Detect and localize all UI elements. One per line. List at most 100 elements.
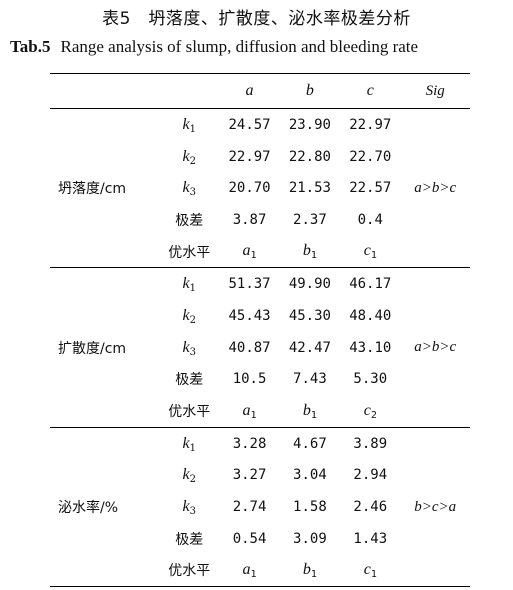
stat-label-cell: k3: [159, 332, 219, 364]
value-cell: 40.87: [228, 339, 271, 356]
symbol-subscript: 2: [370, 409, 377, 421]
symbol-subscript: 3: [189, 187, 196, 199]
value-cell: 51.37: [228, 276, 271, 293]
metric-cell: [50, 141, 159, 173]
value-cell: b1: [279, 395, 341, 428]
metric-cell: [50, 395, 160, 428]
symbol-base: a: [242, 401, 251, 419]
symbol-subscript: 2: [189, 155, 196, 167]
symbol-base: k: [182, 147, 190, 165]
symbol-subscript: 1: [189, 123, 196, 135]
symbol-subscript: 1: [310, 409, 317, 421]
value-cell: 0.4: [357, 211, 383, 228]
value-cell: 20.70: [228, 180, 271, 197]
symbol-base: a: [242, 242, 251, 260]
sig-cell: [400, 235, 470, 269]
stat-label-cell: 优水平: [159, 554, 220, 588]
value-cell: 3.89: [353, 435, 388, 452]
value-cell: 45.43: [228, 307, 271, 324]
value-cell: 43.10: [349, 339, 392, 356]
table-row: k2 3.27 3.04 2.94: [50, 460, 470, 492]
table-row: k1 24.57 23.90 22.97: [50, 109, 470, 141]
table-row: 优水平 a1 b1 c1: [50, 235, 470, 269]
metric-cell: [50, 268, 159, 300]
symbol-base: c: [363, 242, 371, 260]
table-row: 扩散度/cm k3 40.87 42.47 43.10 a>b>c: [50, 332, 470, 364]
stat-label-cell: 优水平: [159, 395, 220, 428]
value-cell: 4.67: [293, 435, 327, 452]
value-cell: a1: [219, 235, 280, 269]
metric-cell: [50, 204, 159, 236]
symbol-base: k: [182, 434, 190, 452]
value-cell: 48.40: [349, 307, 392, 324]
value-cell: 5.30: [353, 371, 388, 388]
sig-cell: [400, 460, 470, 492]
value-cell: c1: [340, 554, 401, 588]
table-title-en: Range analysis of slump, diffusion and b…: [60, 37, 419, 56]
value-cell: 22.97: [228, 148, 271, 165]
header-b: b: [279, 73, 341, 109]
symbol-base: k: [182, 179, 190, 197]
symbol-base: c: [363, 560, 371, 578]
symbol-base: b: [302, 401, 311, 419]
symbol-subscript: 1: [310, 250, 317, 262]
stat-label-cell: k2: [159, 460, 219, 492]
sig-cell: [400, 268, 470, 300]
symbol-base: a: [242, 560, 251, 578]
value-cell: b1: [279, 554, 341, 588]
metric-cell: [50, 523, 159, 555]
symbol-subscript: 2: [189, 314, 196, 326]
symbol-base: b: [302, 560, 311, 578]
stat-label-cell: k1: [159, 109, 219, 141]
symbol-base: c: [363, 401, 371, 419]
value-cell: 2.46: [353, 499, 388, 516]
table-row: 优水平 a1 b1 c1: [50, 554, 470, 588]
value-cell: 24.57: [228, 116, 271, 133]
symbol-subscript: 1: [250, 409, 257, 421]
symbol-base: k: [182, 275, 190, 293]
symbol-base: k: [182, 306, 190, 324]
range-analysis-table: a b c Sig k1 24.57 23.90 22.97 k2 22.97 22.80 2…: [50, 73, 470, 588]
value-cell: 3.27: [232, 467, 267, 484]
sig-cell: [400, 554, 470, 588]
table-row: 极差 3.87 2.37 0.4: [50, 204, 470, 236]
sig-cell: [400, 427, 470, 459]
table-header-row: a b c Sig: [50, 73, 470, 109]
sig-cell: [400, 300, 470, 332]
stat-label-cell: k1: [159, 427, 219, 459]
table-body: k1 24.57 23.90 22.97 k2 22.97 22.80 22.70 坍落度/cm…: [50, 109, 470, 588]
header-empty-stat: [159, 73, 220, 109]
value-cell: 2.37: [293, 211, 327, 228]
symbol-subscript: 3: [189, 346, 196, 358]
sig-cell: [400, 364, 470, 396]
table-row: 极差 0.54 3.09 1.43: [50, 523, 470, 555]
table-caption-en: Tab.5 Range analysis of slump, diffusion …: [10, 37, 510, 57]
symbol-base: k: [182, 115, 190, 133]
value-cell: a1: [219, 554, 280, 588]
table-row: k1 51.37 49.90 46.17: [50, 268, 470, 300]
symbol-base: b: [302, 242, 311, 260]
value-cell: 10.5: [232, 371, 267, 388]
table-row: 坍落度/cm k3 20.70 21.53 22.57 a>b>c: [50, 172, 470, 204]
stat-label-cell: 极差: [175, 372, 204, 389]
value-cell: 3.04: [293, 467, 327, 484]
metric-cell: [50, 300, 159, 332]
symbol-base: k: [182, 498, 190, 516]
table-caption-cn: 表5 坍落度、扩散度、泌水率极差分析: [102, 9, 411, 29]
metric-cell: [50, 460, 159, 492]
sig-cell: [400, 141, 470, 173]
stat-label-cell: k1: [159, 268, 219, 300]
symbol-subscript: 1: [250, 568, 257, 580]
sig-cell: a>b>c: [414, 339, 457, 356]
stat-label-cell: k2: [159, 300, 219, 332]
value-cell: c1: [340, 235, 401, 269]
stat-label-cell: 极差: [175, 212, 204, 229]
value-cell: 3.09: [293, 530, 327, 547]
table-row: k2 45.43 45.30 48.40: [50, 300, 470, 332]
metric-cell: [50, 109, 159, 141]
value-cell: 3.87: [232, 211, 267, 228]
symbol-subscript: 3: [189, 506, 196, 518]
symbol-base: k: [182, 466, 190, 484]
symbol-subscript: 1: [370, 250, 377, 262]
value-cell: 0.54: [232, 530, 267, 547]
